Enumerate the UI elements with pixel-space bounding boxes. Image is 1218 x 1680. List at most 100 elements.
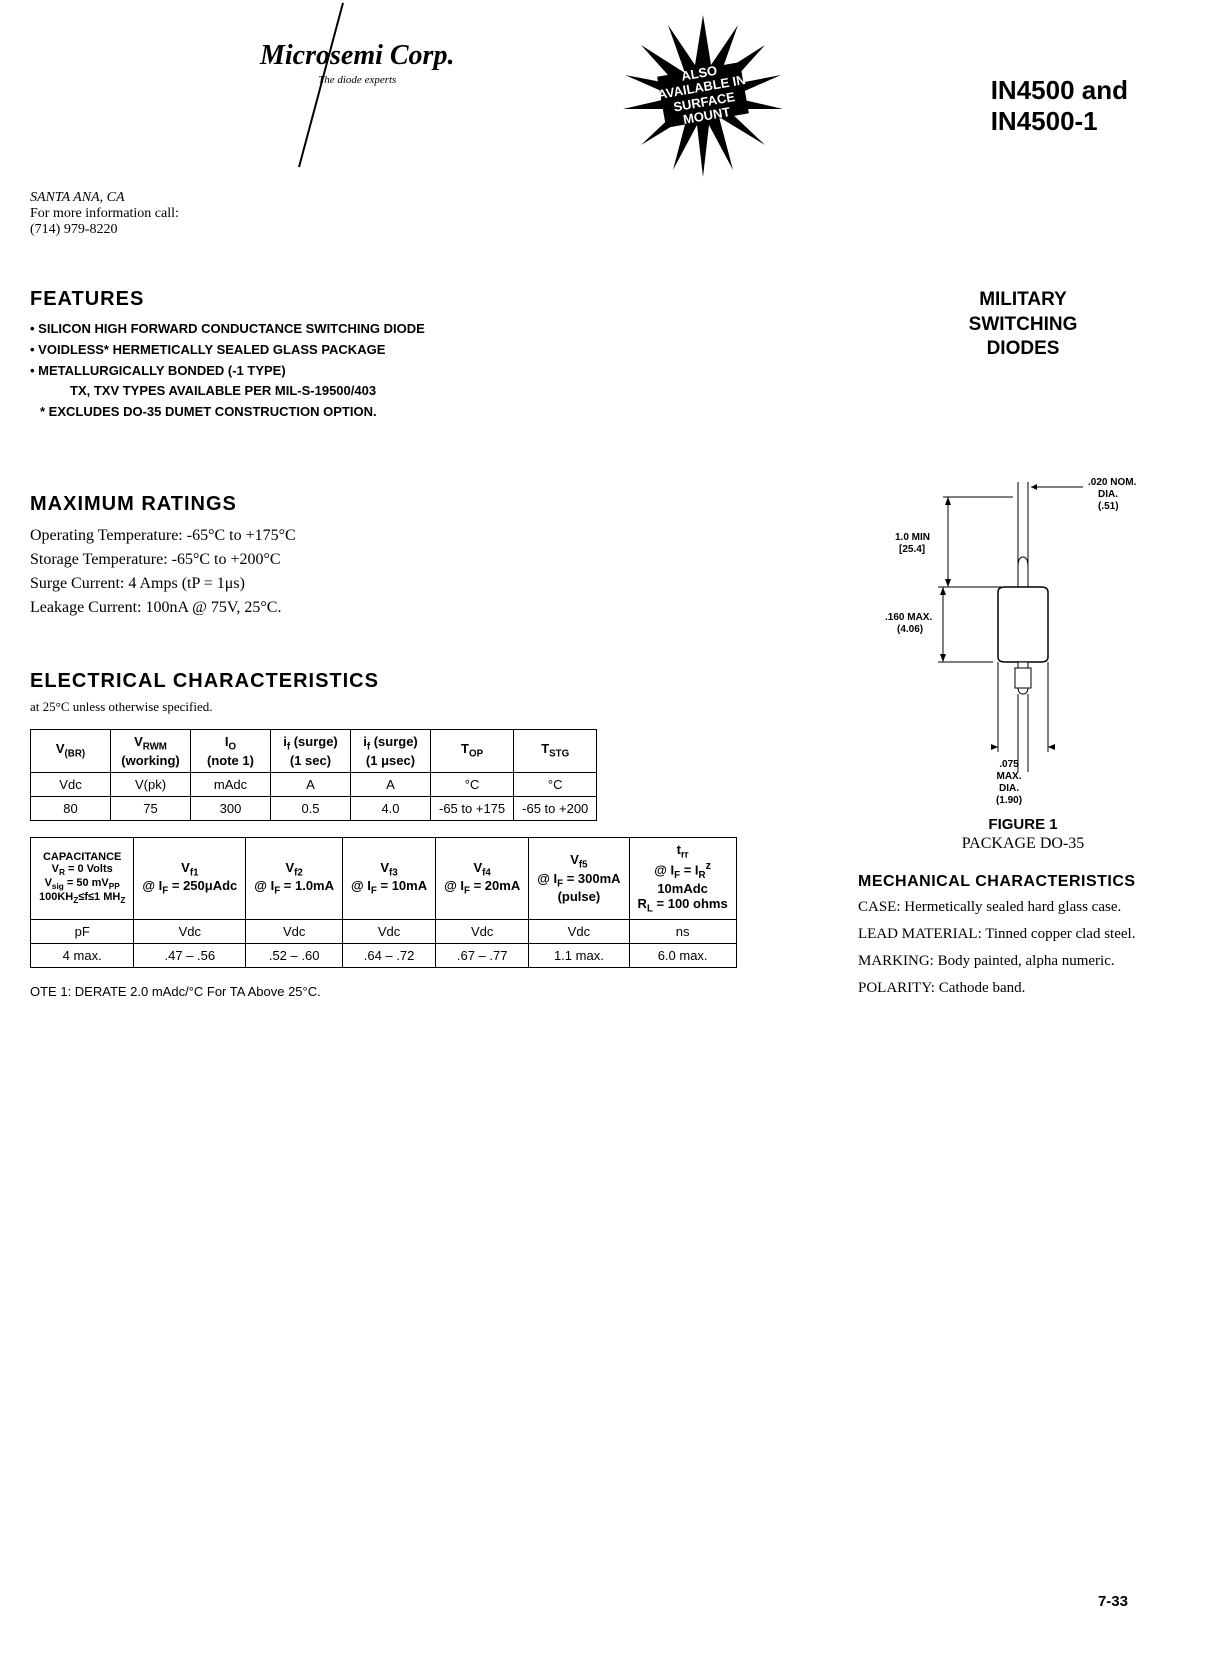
max-ratings-section: MAXIMUM RATINGS Operating Temperature: -… <box>30 493 818 620</box>
features-list: SILICON HIGH FORWARD CONDUCTANCE SWITCHI… <box>30 319 818 423</box>
rating-line: Operating Temperature: -65°C to +175°C <box>30 524 818 548</box>
svg-text:(.51): (.51) <box>1098 501 1119 512</box>
table-cell: Vdc <box>529 919 629 943</box>
table-header: trr@ IF = IRz10mAdcRL = 100 ohms <box>629 837 736 919</box>
page-number: 7-33 <box>1098 1593 1128 1610</box>
part-number-line2: IN4500-1 <box>991 106 1128 137</box>
table-cell: -65 to +200 <box>514 796 597 820</box>
table-cell: 1.1 max. <box>529 943 629 967</box>
table-row: 80 75 300 0.5 4.0 -65 to +175 -65 to +20… <box>31 796 597 820</box>
table-cell: 4.0 <box>351 796 431 820</box>
table-cell: Vdc <box>343 919 436 943</box>
table-header: Vf4@ IF = 20mA <box>436 837 529 919</box>
company-name: Microsemi Corp. <box>260 40 454 72</box>
svg-text:.160 MAX.: .160 MAX. <box>885 612 932 623</box>
table-cell: Vdc <box>134 919 246 943</box>
mech-item: MARKING: Body painted, alpha numeric. <box>858 951 1188 972</box>
features-section: FEATURES SILICON HIGH FORWARD CONDUCTANC… <box>30 288 818 423</box>
rating-line: Leakage Current: 100nA @ 75V, 25°C. <box>30 596 818 620</box>
table-row: CAPACITANCEVR = 0 VoltsVsig = 50 mVPP100… <box>31 837 737 919</box>
table-row: V(BR) VRWM(working) IO(note 1) if (surge… <box>31 729 597 772</box>
table-header: if (surge)(1 μsec) <box>351 729 431 772</box>
table-cell: ns <box>629 919 736 943</box>
figure-label: FIGURE 1 <box>858 816 1188 833</box>
mech-item: LEAD MATERIAL: Tinned copper clad steel. <box>858 924 1188 945</box>
table-cell: 300 <box>191 796 271 820</box>
product-type-line: DIODES <box>858 337 1188 362</box>
svg-text:[25.4]: [25.4] <box>899 544 925 555</box>
mech-item: CASE: Hermetically sealed hard glass cas… <box>858 897 1188 918</box>
rating-line: Surge Current: 4 Amps (tP = 1μs) <box>30 572 818 596</box>
table-header: TSTG <box>514 729 597 772</box>
company-tagline: The diode experts <box>260 74 454 86</box>
derate-note: OTE 1: DERATE 2.0 mAdc/°C For TA Above 2… <box>30 984 818 999</box>
product-type-line: SWITCHING <box>858 313 1188 338</box>
table-header: CAPACITANCEVR = 0 VoltsVsig = 50 mVPP100… <box>31 837 134 919</box>
contact-city: SANTA ANA, CA <box>30 190 1188 206</box>
table-row: pF Vdc Vdc Vdc Vdc Vdc ns <box>31 919 737 943</box>
svg-text:1.0 MIN: 1.0 MIN <box>895 532 930 543</box>
electrical-table-2: CAPACITANCEVR = 0 VoltsVsig = 50 mVPP100… <box>30 837 737 968</box>
table-header: Vf1@ IF = 250μAdc <box>134 837 246 919</box>
feature-sub-item: TX, TXV TYPES AVAILABLE PER MIL-S-19500/… <box>70 381 818 402</box>
table-header: TOP <box>431 729 514 772</box>
table-cell: .64 – .72 <box>343 943 436 967</box>
electrical-table-1: V(BR) VRWM(working) IO(note 1) if (surge… <box>30 729 597 821</box>
feature-item: SILICON HIGH FORWARD CONDUCTANCE SWITCHI… <box>30 319 818 340</box>
table-cell: °C <box>514 772 597 796</box>
part-number-line1: IN4500 and <box>991 75 1128 106</box>
table-cell: mAdc <box>191 772 271 796</box>
package-label: PACKAGE DO-35 <box>858 835 1188 853</box>
features-heading: FEATURES <box>30 288 818 311</box>
table-header: Vf5@ IF = 300mA(pulse) <box>529 837 629 919</box>
table-cell: °C <box>431 772 514 796</box>
table-cell: A <box>271 772 351 796</box>
contact-line: For more information call: <box>30 206 1188 222</box>
table-header: VRWM(working) <box>111 729 191 772</box>
svg-text:DIA.: DIA. <box>1098 489 1118 500</box>
table-header: Vf3@ IF = 10mA <box>343 837 436 919</box>
table-cell: A <box>351 772 431 796</box>
table-cell: -65 to +175 <box>431 796 514 820</box>
mechanical-list: CASE: Hermetically sealed hard glass cas… <box>858 897 1188 999</box>
table-cell: 75 <box>111 796 191 820</box>
product-type-line: MILITARY <box>858 288 1188 313</box>
package-figure: .020 NOM. DIA. (.51) 1.0 MIN [25.4] <box>858 472 1188 853</box>
table-cell: .52 – .60 <box>246 943 343 967</box>
table-header: V(BR) <box>31 729 111 772</box>
svg-text:(1.90): (1.90) <box>996 795 1022 806</box>
starburst-badge: ALSO AVAILABLE IN SURFACE MOUNT <box>613 10 793 180</box>
svg-text:MAX.: MAX. <box>997 771 1022 782</box>
svg-text:.075: .075 <box>999 759 1019 770</box>
svg-text:(4.06): (4.06) <box>897 624 923 635</box>
company-block: Microsemi Corp. The diode experts <box>260 40 454 86</box>
table-cell: .47 – .56 <box>134 943 246 967</box>
table-cell: 4 max. <box>31 943 134 967</box>
electrical-section: ELECTRICAL CHARACTERISTICS at 25°C unles… <box>30 670 818 999</box>
mechanical-heading: MECHANICAL CHARACTERISTICS <box>858 873 1188 891</box>
svg-text:DIA.: DIA. <box>999 783 1019 794</box>
table-cell: Vdc <box>31 772 111 796</box>
product-type-block: MILITARY SWITCHING DIODES <box>858 288 1188 362</box>
table-cell: pF <box>31 919 134 943</box>
max-ratings-heading: MAXIMUM RATINGS <box>30 493 818 516</box>
table-cell: 80 <box>31 796 111 820</box>
contact-block: SANTA ANA, CA For more information call:… <box>30 190 1188 238</box>
contact-phone: (714) 979-8220 <box>30 222 1188 238</box>
table-header: IO(note 1) <box>191 729 271 772</box>
table-cell: Vdc <box>246 919 343 943</box>
table-header: if (surge)(1 sec) <box>271 729 351 772</box>
table-cell: Vdc <box>436 919 529 943</box>
table-cell: V(pk) <box>111 772 191 796</box>
table-cell: 0.5 <box>271 796 351 820</box>
rating-line: Storage Temperature: -65°C to +200°C <box>30 548 818 572</box>
electrical-heading: ELECTRICAL CHARACTERISTICS <box>30 670 818 693</box>
table-row: Vdc V(pk) mAdc A A °C °C <box>31 772 597 796</box>
table-cell: .67 – .77 <box>436 943 529 967</box>
electrical-subtitle: at 25°C unless otherwise specified. <box>30 699 818 715</box>
feature-item: METALLURGICALLY BONDED (-1 TYPE) <box>30 361 818 382</box>
svg-text:.020 NOM.: .020 NOM. <box>1088 477 1137 488</box>
mech-item: POLARITY: Cathode band. <box>858 978 1188 999</box>
table-cell: 6.0 max. <box>629 943 736 967</box>
feature-item: VOIDLESS* HERMETICALLY SEALED GLASS PACK… <box>30 340 818 361</box>
